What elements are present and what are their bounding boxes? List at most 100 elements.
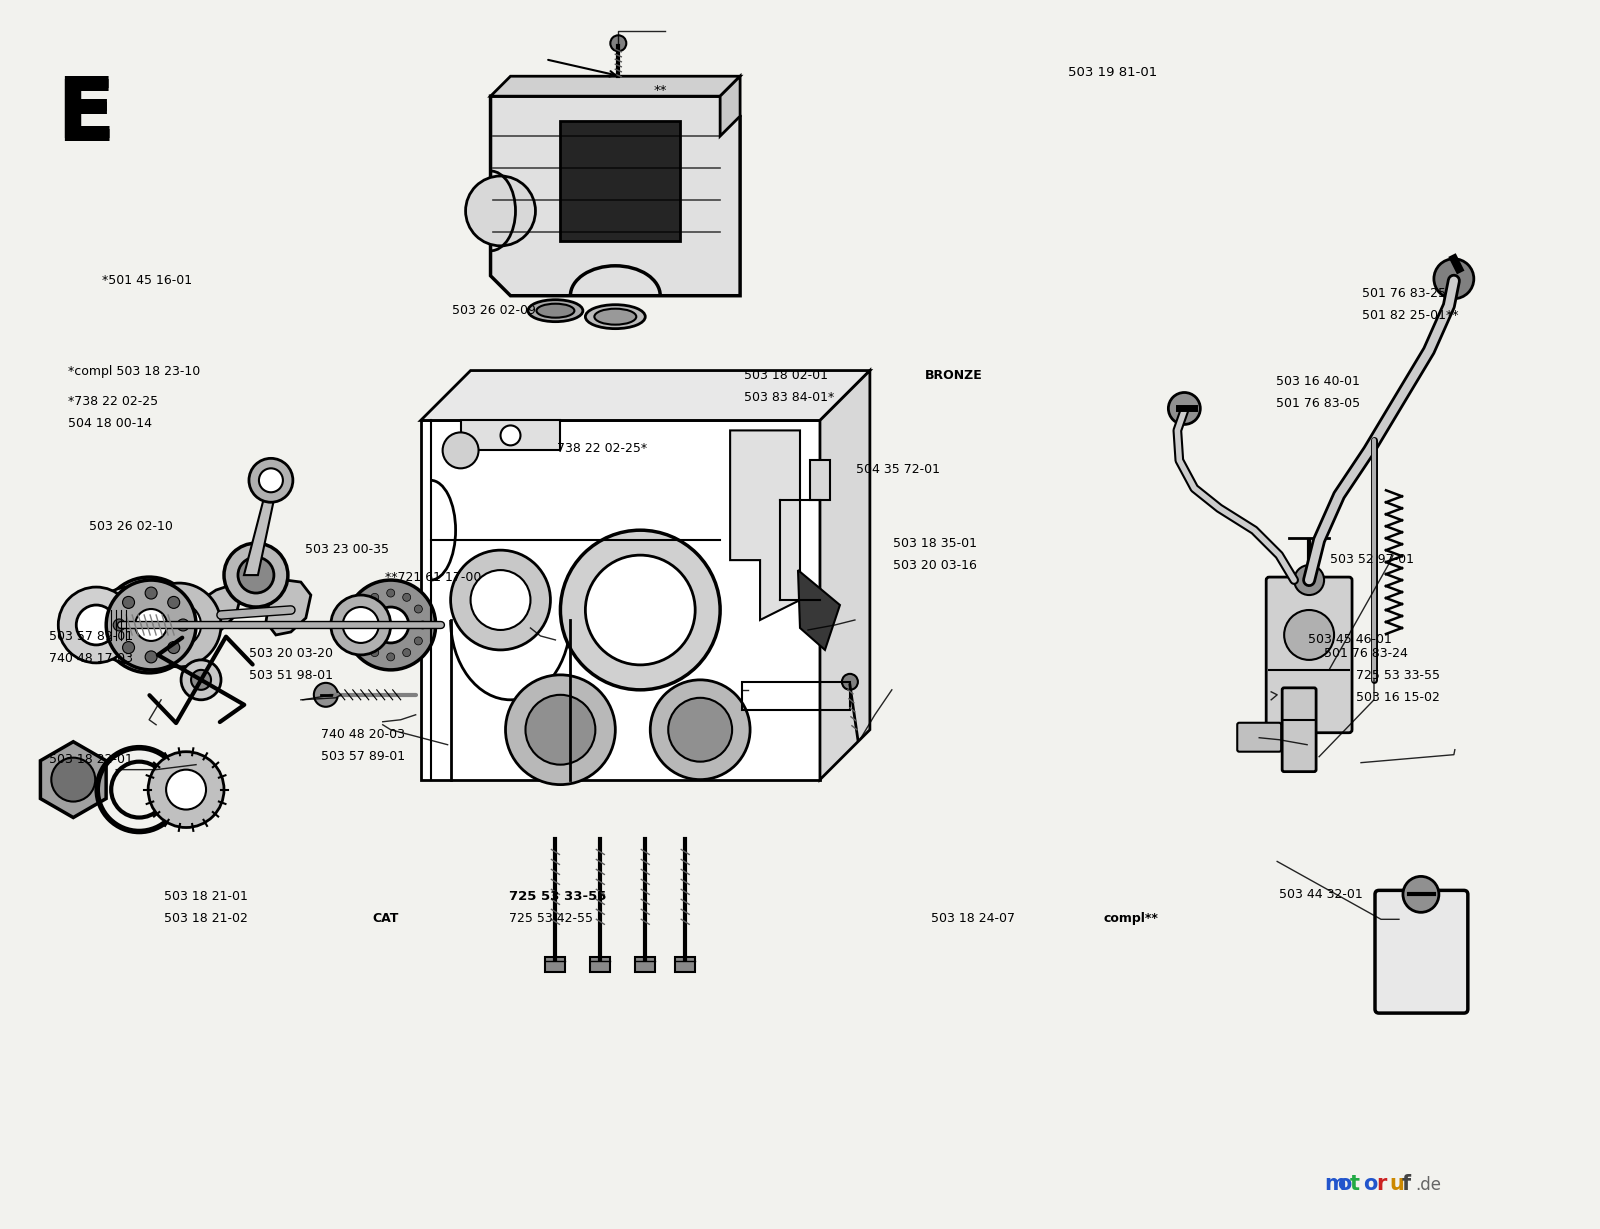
Text: 740 48 20-03: 740 48 20-03	[322, 728, 405, 741]
Circle shape	[1403, 876, 1438, 912]
Circle shape	[1294, 565, 1325, 595]
Circle shape	[387, 653, 395, 661]
Text: *compl 503 18 23-10: *compl 503 18 23-10	[69, 365, 200, 379]
Circle shape	[560, 530, 720, 689]
Text: .de: .de	[1414, 1176, 1442, 1193]
Circle shape	[451, 551, 550, 650]
Circle shape	[51, 757, 96, 801]
Text: **721 61 17-00: **721 61 17-00	[384, 571, 482, 584]
Polygon shape	[40, 742, 106, 817]
Polygon shape	[819, 371, 870, 779]
Text: 740 48 17-03: 740 48 17-03	[50, 653, 133, 665]
Circle shape	[355, 621, 363, 629]
Circle shape	[314, 683, 338, 707]
Ellipse shape	[586, 305, 645, 328]
Circle shape	[443, 433, 478, 468]
Circle shape	[134, 610, 166, 642]
Text: 503 18 21-01: 503 18 21-01	[165, 890, 248, 903]
Circle shape	[77, 605, 117, 645]
Bar	[560, 122, 680, 241]
Circle shape	[259, 468, 283, 493]
Circle shape	[122, 597, 178, 653]
Text: 504 18 00-14: 504 18 00-14	[69, 417, 152, 430]
Circle shape	[123, 642, 134, 654]
Text: 725 53 33-55: 725 53 33-55	[509, 890, 606, 903]
Polygon shape	[266, 580, 310, 635]
FancyBboxPatch shape	[1282, 688, 1317, 772]
Circle shape	[123, 596, 134, 608]
Text: 738 22 02-25*: 738 22 02-25*	[557, 442, 648, 456]
Bar	[675, 957, 694, 972]
Text: 504 35 72-01: 504 35 72-01	[856, 463, 939, 477]
Text: E: E	[56, 76, 115, 160]
Circle shape	[501, 425, 520, 445]
Circle shape	[138, 583, 221, 667]
Circle shape	[190, 670, 211, 689]
Circle shape	[358, 605, 366, 613]
Circle shape	[114, 619, 125, 630]
Text: 503 26 02-10: 503 26 02-10	[90, 520, 173, 532]
Polygon shape	[421, 371, 870, 420]
Text: 503 57 89-01: 503 57 89-01	[50, 630, 133, 643]
Text: compl**: compl**	[1104, 912, 1158, 925]
Text: 501 76 83-25: 501 76 83-25	[1362, 286, 1446, 300]
Text: f: f	[1402, 1174, 1411, 1193]
Text: 503 18 02-01: 503 18 02-01	[744, 369, 829, 382]
Text: 503 20 03-20: 503 20 03-20	[250, 648, 333, 660]
Text: 503 18 24-07: 503 18 24-07	[931, 912, 1014, 925]
Text: o: o	[1338, 1174, 1352, 1193]
Circle shape	[181, 660, 221, 699]
Circle shape	[178, 619, 189, 630]
Text: o: o	[1363, 1174, 1378, 1193]
Text: **: **	[653, 85, 667, 97]
Circle shape	[387, 589, 395, 597]
Text: 503 45 46-01: 503 45 46-01	[1307, 633, 1392, 645]
Text: 503 26 02-09: 503 26 02-09	[451, 304, 536, 317]
Circle shape	[58, 587, 134, 662]
Text: 503 52 97-01: 503 52 97-01	[1330, 553, 1414, 565]
FancyBboxPatch shape	[1374, 890, 1467, 1013]
Polygon shape	[197, 585, 242, 640]
Text: r: r	[1376, 1174, 1386, 1193]
Text: *738 22 02-25: *738 22 02-25	[69, 395, 158, 408]
FancyBboxPatch shape	[1266, 578, 1352, 732]
Circle shape	[331, 595, 390, 655]
Text: 501 76 83-05: 501 76 83-05	[1275, 397, 1360, 410]
Bar	[742, 682, 850, 710]
Text: 501 76 83-24: 501 76 83-24	[1323, 648, 1408, 660]
Circle shape	[157, 603, 202, 646]
Circle shape	[109, 605, 149, 645]
Polygon shape	[243, 490, 275, 575]
Circle shape	[525, 694, 595, 764]
Text: 503 19 81-01: 503 19 81-01	[1069, 66, 1157, 79]
Bar	[810, 461, 830, 500]
Text: 503 18 22-01: 503 18 22-01	[50, 752, 133, 766]
Circle shape	[610, 36, 626, 52]
Circle shape	[91, 587, 166, 662]
Circle shape	[414, 605, 422, 613]
Circle shape	[342, 607, 379, 643]
Text: 501 82 25-01**: 501 82 25-01**	[1362, 308, 1459, 322]
Text: 503 20 03-16: 503 20 03-16	[893, 559, 976, 571]
Circle shape	[224, 543, 288, 607]
Circle shape	[1168, 392, 1200, 424]
Ellipse shape	[536, 304, 574, 317]
FancyBboxPatch shape	[1237, 723, 1282, 752]
Polygon shape	[421, 420, 819, 779]
Circle shape	[466, 176, 536, 246]
Circle shape	[238, 557, 274, 594]
Ellipse shape	[594, 308, 637, 324]
Bar	[590, 957, 610, 972]
Text: BRONZE: BRONZE	[925, 369, 982, 382]
Polygon shape	[730, 430, 800, 619]
Text: 503 18 21-02: 503 18 21-02	[165, 912, 248, 925]
Circle shape	[650, 680, 750, 779]
Polygon shape	[720, 76, 741, 136]
Polygon shape	[491, 76, 741, 96]
Circle shape	[149, 752, 224, 827]
Circle shape	[470, 570, 531, 630]
Text: *501 45 16-01: *501 45 16-01	[102, 274, 192, 288]
Circle shape	[146, 587, 157, 599]
Polygon shape	[798, 570, 840, 650]
Circle shape	[403, 649, 411, 656]
